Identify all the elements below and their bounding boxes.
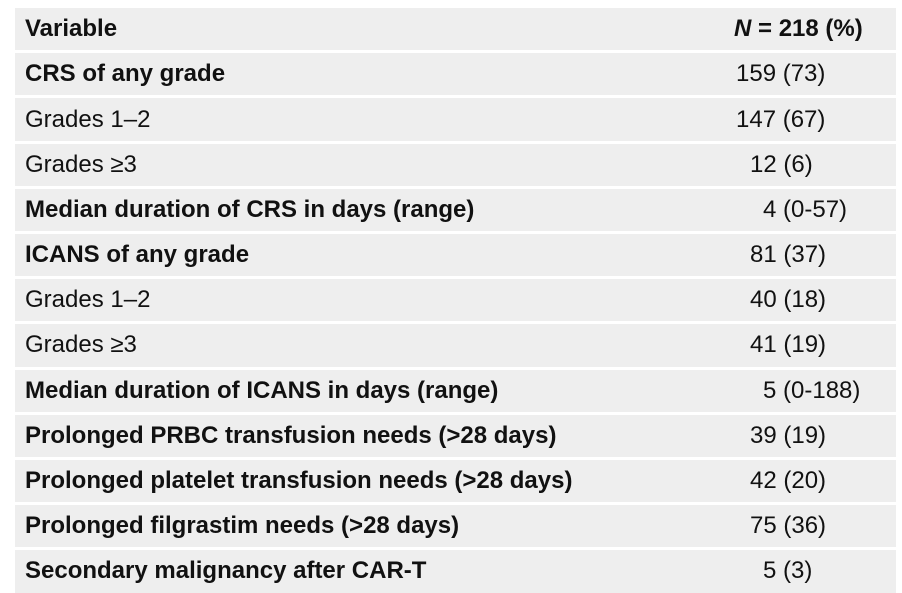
row-label: Grades ≥3 xyxy=(25,150,137,178)
row-label: Grades 1–2 xyxy=(25,286,151,314)
row-label: CRS of any grade xyxy=(25,60,226,88)
row-value: 12 (6) xyxy=(750,150,813,178)
row-label: Secondary malignancy after CAR-T xyxy=(25,557,427,585)
row-value: 42 (20) xyxy=(750,467,827,495)
row-value: 147 (67) xyxy=(736,105,826,133)
table-row: Prolonged platelet transfusion needs (>2… xyxy=(15,459,896,503)
row-label: Median duration of CRS in days (range) xyxy=(25,195,475,223)
header-n-rest: = 218 (%) xyxy=(751,15,863,43)
table-header-row: Variable N = 218 (%) xyxy=(15,8,896,51)
row-value: 5 (0-188) xyxy=(763,376,861,404)
header-n-count: N = 218 (%) xyxy=(734,17,863,41)
table-row: ICANS of any grade 81 (37) xyxy=(15,233,896,277)
row-label: Median duration of ICANS in days (range) xyxy=(25,376,499,404)
table-row: Grades ≥3 12 (6) xyxy=(15,143,896,186)
row-value: 81 (37) xyxy=(750,241,827,269)
table-row: Median duration of CRS in days (range) 4… xyxy=(15,188,896,232)
row-label: Prolonged PRBC transfusion needs (>28 da… xyxy=(25,421,557,449)
row-value: 159 (73) xyxy=(736,60,826,88)
table-row: Secondary malignancy after CAR-T 5 (3) xyxy=(15,550,896,593)
table-row: Prolonged filgrastim needs (>28 days) 75… xyxy=(15,505,896,548)
row-value: 39 (19) xyxy=(750,421,827,449)
row-value: 75 (36) xyxy=(750,512,827,540)
table-row: Grades 1–2 147 (67) xyxy=(15,98,896,141)
header-n-symbol: N xyxy=(734,15,752,43)
row-label: Grades ≥3 xyxy=(25,331,137,359)
header-variable: Variable xyxy=(25,15,118,43)
table-row: Grades ≥3 41 (19) xyxy=(15,324,896,367)
table-row: Median duration of ICANS in days (range)… xyxy=(15,369,896,412)
table-row: Prolonged PRBC transfusion needs (>28 da… xyxy=(15,414,896,457)
row-label: Prolonged platelet transfusion needs (>2… xyxy=(25,467,573,495)
table-row: Grades 1–2 40 (18) xyxy=(15,279,896,322)
row-label: Prolonged filgrastim needs (>28 days) xyxy=(25,512,460,540)
row-value: 4 (0-57) xyxy=(763,195,848,223)
table-row: CRS of any grade 159 (73) xyxy=(15,53,896,96)
row-value: 41 (19) xyxy=(750,331,827,359)
results-table: Variable N = 218 (%) CRS of any grade 15… xyxy=(15,8,896,593)
row-label: ICANS of any grade xyxy=(25,241,250,269)
row-value: 40 (18) xyxy=(750,286,827,314)
row-label: Grades 1–2 xyxy=(25,105,151,133)
row-value: 5 (3) xyxy=(763,557,813,585)
